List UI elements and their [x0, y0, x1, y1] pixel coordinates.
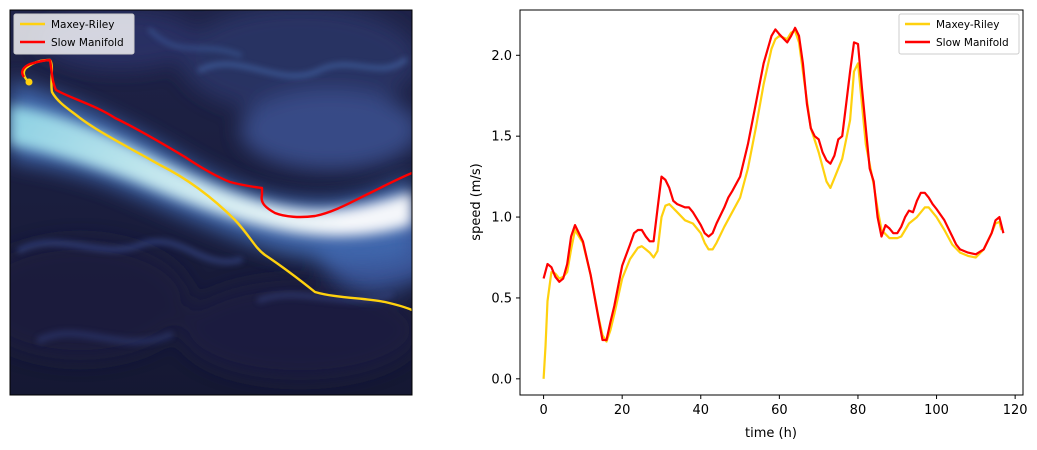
- y-tick-label: 1.5: [491, 130, 512, 145]
- trajectory-slow-manifold: [21, 58, 412, 219]
- plot-frame: [519, 9, 1024, 396]
- y-tick-label: 1.0: [491, 211, 512, 226]
- legend-label-maxey-riley: Maxey-Riley: [51, 19, 114, 31]
- legend-label-slow-manifold: Slow Manifold: [51, 37, 124, 49]
- series-line-maxey-riley: [542, 29, 1003, 379]
- legend-label-slow-manifold: Slow Manifold: [936, 37, 1009, 49]
- y-tick-label: 2.0: [491, 49, 512, 64]
- current-speed-field: [10, 10, 412, 395]
- x-axis-label: time (h): [745, 426, 797, 441]
- x-tick-label: 60: [771, 403, 788, 418]
- x-tick-label: 120: [1003, 403, 1028, 418]
- chart-legend: Maxey-Riley Slow Manifold: [898, 13, 1020, 55]
- series-line-slow-manifold: [542, 26, 1005, 342]
- y-tick-label: 0.5: [491, 291, 512, 306]
- trajectory-start-marker: [25, 78, 33, 86]
- trajectory-map-panel: Maxey-Riley Slow Manifold: [9, 9, 413, 396]
- plot-lines: [542, 26, 1005, 379]
- axis-ticks: 0 20 40 60 80 100 120 0.0 0.5 1.0 1.5 2.0: [491, 49, 1027, 418]
- legend-label-maxey-riley: Maxey-Riley: [936, 19, 999, 31]
- x-tick-label: 20: [614, 403, 631, 418]
- map-legend: Maxey-Riley Slow Manifold: [13, 13, 135, 55]
- x-tick-label: 100: [924, 403, 949, 418]
- x-tick-label: 0: [539, 403, 547, 418]
- x-tick-label: 80: [850, 403, 867, 418]
- x-tick-label: 40: [692, 403, 709, 418]
- map-frame: [9, 9, 413, 396]
- y-tick-label: 0.0: [491, 372, 512, 387]
- y-axis-label: speed (m/s): [469, 163, 484, 240]
